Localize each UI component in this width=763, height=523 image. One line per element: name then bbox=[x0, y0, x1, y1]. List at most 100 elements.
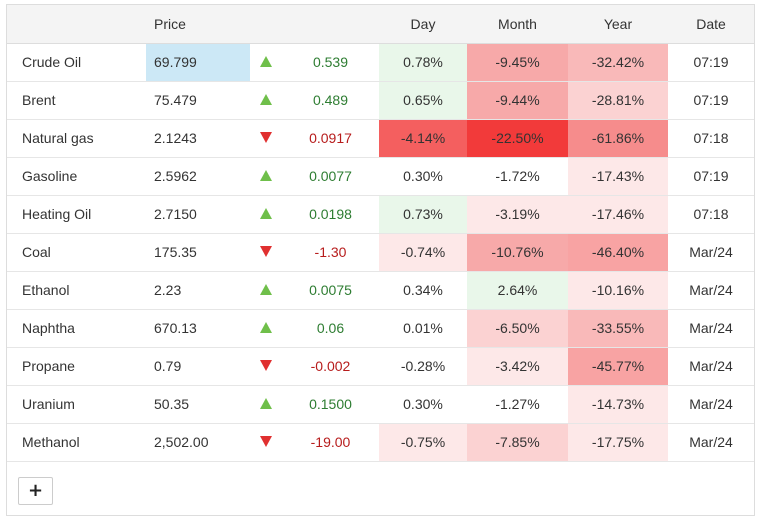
table-row[interactable]: Heating Oil 2.7150 0.0198 0.73% -3.19% -17.46… bbox=[7, 195, 754, 234]
commodity-name[interactable]: Ethanol bbox=[7, 271, 146, 310]
header-date[interactable]: Date bbox=[668, 5, 754, 44]
direction-cell bbox=[250, 119, 282, 158]
commodity-name[interactable]: Heating Oil bbox=[7, 195, 146, 234]
triangle-up-icon bbox=[260, 322, 272, 333]
year-change: -17.46% bbox=[568, 195, 668, 234]
year-change: -45.77% bbox=[568, 347, 668, 386]
triangle-up-icon bbox=[260, 284, 272, 295]
year-change: -17.43% bbox=[568, 157, 668, 196]
table-row[interactable]: Uranium 50.35 0.1500 0.30% -1.27% -14.73% Mar/… bbox=[7, 385, 754, 424]
header-price[interactable]: Price bbox=[146, 5, 250, 44]
update-date: Mar/24 bbox=[668, 347, 754, 386]
commodity-name[interactable]: Propane bbox=[7, 347, 146, 386]
triangle-down-icon bbox=[260, 436, 272, 447]
header-name bbox=[7, 5, 146, 44]
update-date: 07:19 bbox=[668, 157, 754, 196]
year-change: -61.86% bbox=[568, 119, 668, 158]
direction-cell bbox=[250, 81, 282, 120]
change-value: -19.00 bbox=[282, 423, 379, 462]
triangle-up-icon bbox=[260, 56, 272, 67]
month-change: -3.19% bbox=[467, 195, 568, 234]
table-header-row: Price Day Month Year Date bbox=[7, 5, 754, 44]
table-row[interactable]: Natural gas 2.1243 0.0917 -4.14% -22.50% -61.… bbox=[7, 119, 754, 158]
triangle-up-icon bbox=[260, 94, 272, 105]
direction-cell bbox=[250, 271, 282, 310]
table-row[interactable]: Gasoline 2.5962 0.0077 0.30% -1.72% -17.43% 07… bbox=[7, 157, 754, 196]
year-change: -17.75% bbox=[568, 423, 668, 462]
add-row-button[interactable]: + bbox=[18, 477, 53, 505]
month-change: -7.85% bbox=[467, 423, 568, 462]
triangle-down-icon bbox=[260, 132, 272, 143]
update-date: 07:18 bbox=[668, 195, 754, 234]
day-change: 0.73% bbox=[379, 195, 467, 234]
year-change: -46.40% bbox=[568, 233, 668, 272]
price-value: 2.1243 bbox=[146, 119, 250, 158]
header-change bbox=[282, 5, 379, 44]
commodity-name[interactable]: Brent bbox=[7, 81, 146, 120]
update-date: Mar/24 bbox=[668, 423, 754, 462]
direction-cell bbox=[250, 385, 282, 424]
commodity-name[interactable]: Gasoline bbox=[7, 157, 146, 196]
change-value: 0.0077 bbox=[282, 157, 379, 196]
price-value: 2.5962 bbox=[146, 157, 250, 196]
day-change: 0.30% bbox=[379, 385, 467, 424]
header-day[interactable]: Day bbox=[379, 5, 467, 44]
header-arrow bbox=[250, 5, 282, 44]
table-row[interactable]: Methanol 2,502.00 -19.00 -0.75% -7.85% -17.75… bbox=[7, 423, 754, 462]
commodity-name[interactable]: Methanol bbox=[7, 423, 146, 462]
table-row[interactable]: Ethanol 2.23 0.0075 0.34% 2.64% -10.16% Mar/24 bbox=[7, 271, 754, 310]
price-value: 0.79 bbox=[146, 347, 250, 386]
commodity-name[interactable]: Coal bbox=[7, 233, 146, 272]
header-year[interactable]: Year bbox=[568, 5, 668, 44]
month-change: -1.72% bbox=[467, 157, 568, 196]
price-value: 2,502.00 bbox=[146, 423, 250, 462]
year-change: -10.16% bbox=[568, 271, 668, 310]
month-change: 2.64% bbox=[467, 271, 568, 310]
price-value: 2.23 bbox=[146, 271, 250, 310]
day-change: 0.78% bbox=[379, 43, 467, 82]
update-date: Mar/24 bbox=[668, 271, 754, 310]
direction-cell bbox=[250, 157, 282, 196]
day-change: 0.65% bbox=[379, 81, 467, 120]
commodity-name[interactable]: Crude Oil bbox=[7, 43, 146, 82]
price-value: 670.13 bbox=[146, 309, 250, 348]
table-row[interactable]: Propane 0.79 -0.002 -0.28% -3.42% -45.77% Mar/… bbox=[7, 347, 754, 386]
month-change: -9.45% bbox=[467, 43, 568, 82]
table-row[interactable]: Naphtha 670.13 0.06 0.01% -6.50% -33.55% Mar/2… bbox=[7, 309, 754, 348]
header-month[interactable]: Month bbox=[467, 5, 568, 44]
triangle-down-icon bbox=[260, 246, 272, 257]
month-change: -9.44% bbox=[467, 81, 568, 120]
triangle-up-icon bbox=[260, 170, 272, 181]
change-value: 0.0917 bbox=[282, 119, 379, 158]
day-change: -4.14% bbox=[379, 119, 467, 158]
direction-cell bbox=[250, 423, 282, 462]
month-change: -10.76% bbox=[467, 233, 568, 272]
change-value: 0.539 bbox=[282, 43, 379, 82]
year-change: -33.55% bbox=[568, 309, 668, 348]
direction-cell bbox=[250, 233, 282, 272]
update-date: 07:18 bbox=[668, 119, 754, 158]
year-change: -32.42% bbox=[568, 43, 668, 82]
table-row[interactable]: Crude Oil 69.799 0.539 0.78% -9.45% -32.42% 07… bbox=[7, 43, 754, 82]
update-date: 07:19 bbox=[668, 43, 754, 82]
update-date: 07:19 bbox=[668, 81, 754, 120]
update-date: Mar/24 bbox=[668, 309, 754, 348]
commodity-name[interactable]: Uranium bbox=[7, 385, 146, 424]
commodity-name[interactable]: Naphtha bbox=[7, 309, 146, 348]
change-value: 0.0198 bbox=[282, 195, 379, 234]
month-change: -6.50% bbox=[467, 309, 568, 348]
triangle-down-icon bbox=[260, 360, 272, 371]
price-value: 69.799 bbox=[146, 43, 250, 82]
day-change: -0.74% bbox=[379, 233, 467, 272]
price-value: 75.479 bbox=[146, 81, 250, 120]
change-value: 0.1500 bbox=[282, 385, 379, 424]
table-row[interactable]: Brent 75.479 0.489 0.65% -9.44% -28.81% 07:19 bbox=[7, 81, 754, 120]
price-value: 50.35 bbox=[146, 385, 250, 424]
table-row[interactable]: Coal 175.35 -1.30 -0.74% -10.76% -46.40% Mar/2… bbox=[7, 233, 754, 272]
commodity-name[interactable]: Natural gas bbox=[7, 119, 146, 158]
year-change: -28.81% bbox=[568, 81, 668, 120]
month-change: -3.42% bbox=[467, 347, 568, 386]
month-change: -22.50% bbox=[467, 119, 568, 158]
day-change: 0.01% bbox=[379, 309, 467, 348]
direction-cell bbox=[250, 347, 282, 386]
